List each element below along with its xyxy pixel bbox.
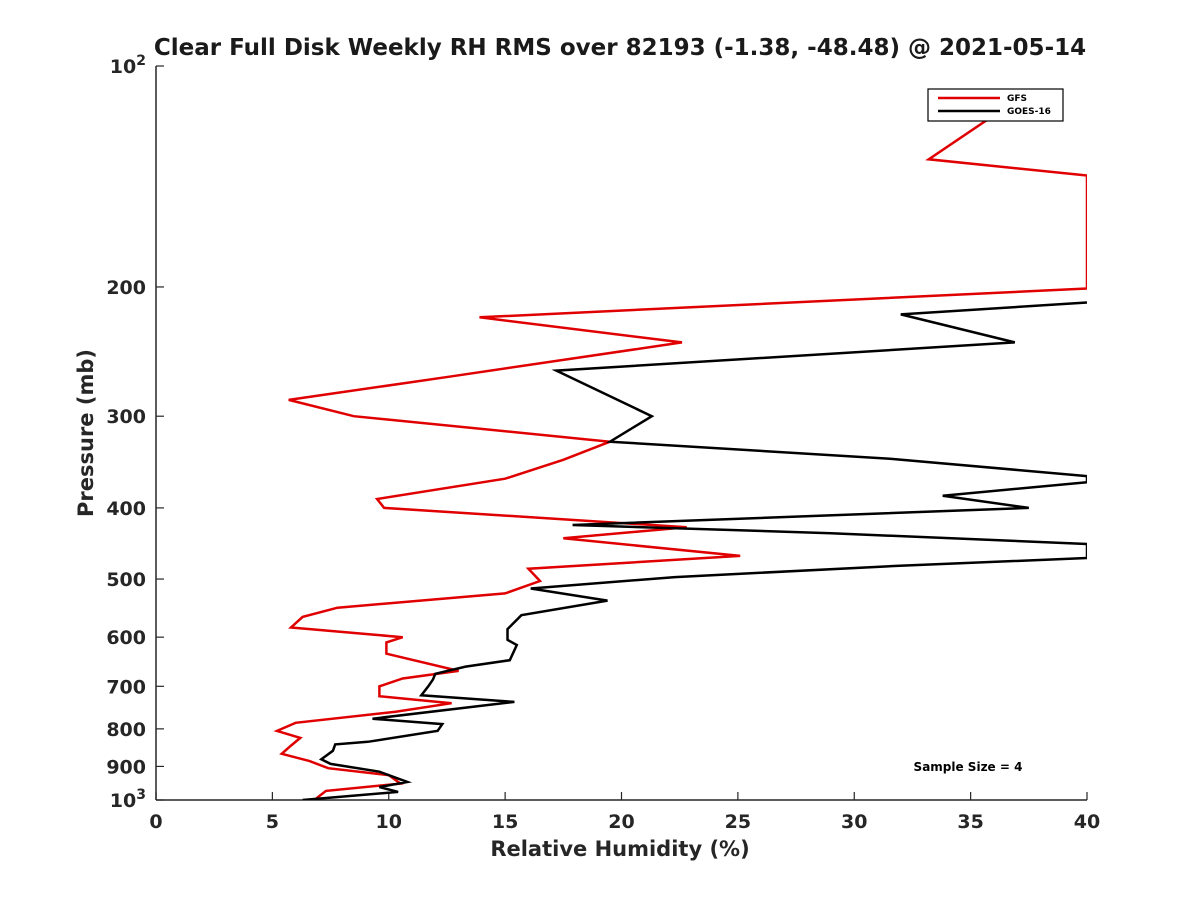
x-tick-label: 25 <box>725 811 751 833</box>
legend: GFS GOES-16 <box>927 88 1064 122</box>
y-tick-label-power: 102 <box>110 53 146 78</box>
legend-box <box>927 88 1064 122</box>
x-tick-label: 20 <box>608 811 634 833</box>
y-tick-label: 800 <box>106 719 146 741</box>
x-axis-ticks: 0 5 10 15 20 25 30 35 40 <box>149 792 1100 833</box>
x-tick-label: 35 <box>957 811 983 833</box>
series-layer <box>273 109 1087 800</box>
y-tick-base: 10 <box>110 790 136 812</box>
x-tick-label: 15 <box>492 811 518 833</box>
y-axis-label: Pressure (mb) <box>74 349 98 517</box>
chart-title: Clear Full Disk Weekly RH RMS over 82193… <box>154 35 1086 61</box>
y-tick-exponent: 2 <box>136 53 146 69</box>
sample-size-annotation: Sample Size = 4 <box>914 760 1023 774</box>
y-tick-label: 500 <box>106 569 146 591</box>
series-line-gfs <box>273 109 1087 800</box>
series-line-goes16 <box>302 301 1087 800</box>
x-axis-label: Relative Humidity (%) <box>490 837 749 861</box>
legend-label-goes16: GOES-16 <box>1007 107 1051 117</box>
y-tick-base: 10 <box>110 56 136 78</box>
x-tick-label: 40 <box>1074 811 1100 833</box>
y-tick-label: 300 <box>106 406 146 428</box>
y-tick-label-power: 103 <box>110 787 146 812</box>
y-tick-label: 200 <box>106 277 146 299</box>
x-tick-label: 10 <box>376 811 402 833</box>
x-tick-label: 5 <box>266 811 279 833</box>
y-tick-label: 900 <box>106 756 146 778</box>
y-tick-exponent: 3 <box>136 787 146 803</box>
y-tick-label: 600 <box>106 627 146 649</box>
legend-label-gfs: GFS <box>1007 94 1027 104</box>
y-tick-label: 700 <box>106 676 146 698</box>
y-tick-label: 400 <box>106 498 146 520</box>
x-tick-label: 0 <box>149 811 162 833</box>
x-tick-label: 30 <box>841 811 867 833</box>
